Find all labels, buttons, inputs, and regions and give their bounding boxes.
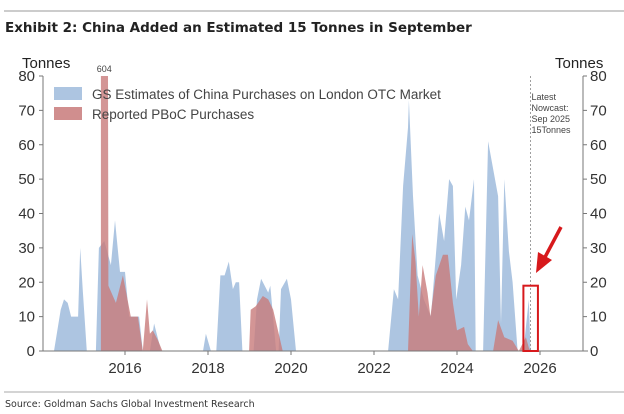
red-arrow	[536, 226, 563, 273]
y-tick-label-right: 80	[590, 68, 607, 85]
nowcast-line-3: Sep 2025	[531, 114, 570, 124]
y-tick-label-right: 60	[590, 137, 607, 154]
y-tick-label-right: 10	[590, 309, 607, 326]
y-tick-label-left: 0	[27, 343, 35, 360]
y-axis-label-left: Tonnes	[22, 55, 70, 72]
y-tick-label-right: 30	[590, 240, 607, 257]
nowcast-line-4: 15Tonnes	[531, 125, 571, 135]
legend-swatch-pboc	[54, 107, 82, 120]
x-tick-label: 2016	[108, 360, 141, 377]
y-tick-label-right: 70	[590, 102, 607, 119]
source-note: Source: Goldman Sachs Global Investment …	[5, 399, 255, 410]
x-tick-label: 2020	[274, 360, 307, 377]
x-tick-label: 2022	[357, 360, 390, 377]
y-tick-label-right: 50	[590, 171, 607, 188]
spike-label: 604	[97, 64, 112, 74]
y-tick-label-left: 20	[18, 274, 35, 291]
legend-label-pboc: Reported PBoC Purchases	[92, 107, 254, 122]
highlight-box	[522, 284, 539, 352]
series-area-pboc	[100, 76, 531, 351]
chart-title: Exhibit 2: China Added an Estimated 15 T…	[5, 20, 472, 36]
y-tick-label-left: 70	[18, 102, 35, 119]
legend-label-gs: GS Estimates of China Purchases on Londo…	[92, 87, 441, 102]
y-tick-label-right: 0	[590, 343, 598, 360]
y-tick-label-left: 10	[18, 309, 35, 326]
arrow-shaft	[542, 226, 563, 260]
y-tick-label-left: 50	[18, 171, 35, 188]
y-tick-label-left: 80	[18, 68, 35, 85]
y-tick-label-right: 40	[590, 206, 607, 223]
y-tick-label-left: 60	[18, 137, 35, 154]
nowcast-annotation: Latest Nowcast: Sep 2025 15Tonnes	[531, 92, 571, 135]
x-tick-label: 2018	[191, 360, 224, 377]
arrow-head	[536, 252, 552, 273]
x-tick-label: 2026	[523, 360, 556, 377]
y-axis-label-right: Tonnes	[555, 55, 603, 72]
y-tick-label-left: 30	[18, 240, 35, 257]
x-tick-label: 2024	[440, 360, 473, 377]
y-tick-label-left: 40	[18, 206, 35, 223]
legend-swatch-gs	[54, 87, 82, 100]
legend: GS Estimates of China Purchases on Londo…	[54, 87, 441, 122]
y-tick-label-right: 20	[590, 274, 607, 291]
nowcast-line-1: Latest	[531, 92, 556, 102]
nowcast-line-2: Nowcast:	[531, 103, 568, 113]
plot-area	[54, 76, 531, 351]
